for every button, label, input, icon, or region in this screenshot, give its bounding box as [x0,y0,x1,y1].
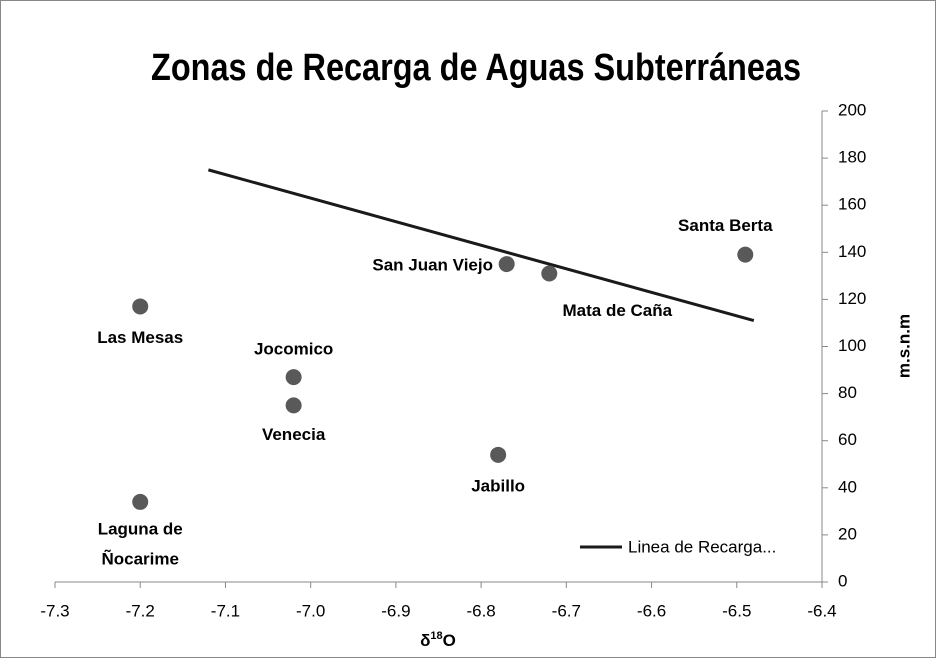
point-label: Jocomico [254,340,333,359]
y-tick-label: 100 [838,336,866,355]
y-tick-label: 80 [838,383,857,402]
chart-title: Zonas de Recarga de Aguas Subterráneas [151,47,801,89]
x-tick-label: -6.8 [466,601,495,620]
point-label: San Juan Viejo [372,256,493,275]
x-tick-label: -6.5 [722,601,751,620]
x-tick-label: -6.7 [552,601,581,620]
point-label: Mata de Caña [562,301,672,320]
y-tick-label: 0 [838,571,847,590]
y-tick-label: 180 [838,148,866,167]
point [498,256,515,273]
x-label-part: 18 [430,630,442,642]
point-label: Ñocarime [101,548,178,568]
point [285,369,302,386]
point-label: Laguna de [98,519,183,538]
y-tick-label: 200 [838,100,866,119]
point [737,246,754,263]
y-tick-label: 140 [838,242,866,261]
legend-label: Linea de Recarga... [628,537,776,556]
y-tick-label: 160 [838,195,866,214]
y-tick-label: 120 [838,289,866,308]
point-label: Jabillo [471,476,525,495]
x-tick-label: -7.2 [126,601,155,620]
x-tick-label: -7.0 [296,601,325,620]
point-label: Santa Berta [678,216,773,235]
y-axis-label: m.s.n.m [894,314,913,378]
x-tick-label: -7.3 [40,601,69,620]
x-tick-label: -7.1 [211,601,240,620]
point-label: Las Mesas [97,328,183,347]
y-tick-label: 40 [838,477,857,496]
x-label-part: O [443,631,456,650]
x-axis-label: δ18O [420,630,456,651]
y-tick-label: 20 [838,524,857,543]
point [132,493,149,510]
y-tick-label: 60 [838,430,857,449]
point-label: Venecia [262,425,326,444]
point [490,446,507,463]
x-label-part: δ [420,631,430,650]
recharge-line [208,168,755,323]
x-tick-label: -6.4 [807,601,836,620]
point [285,397,302,414]
x-tick-label: -6.6 [637,601,666,620]
point [541,265,558,282]
x-tick-label: -6.9 [381,601,410,620]
point [132,298,149,315]
